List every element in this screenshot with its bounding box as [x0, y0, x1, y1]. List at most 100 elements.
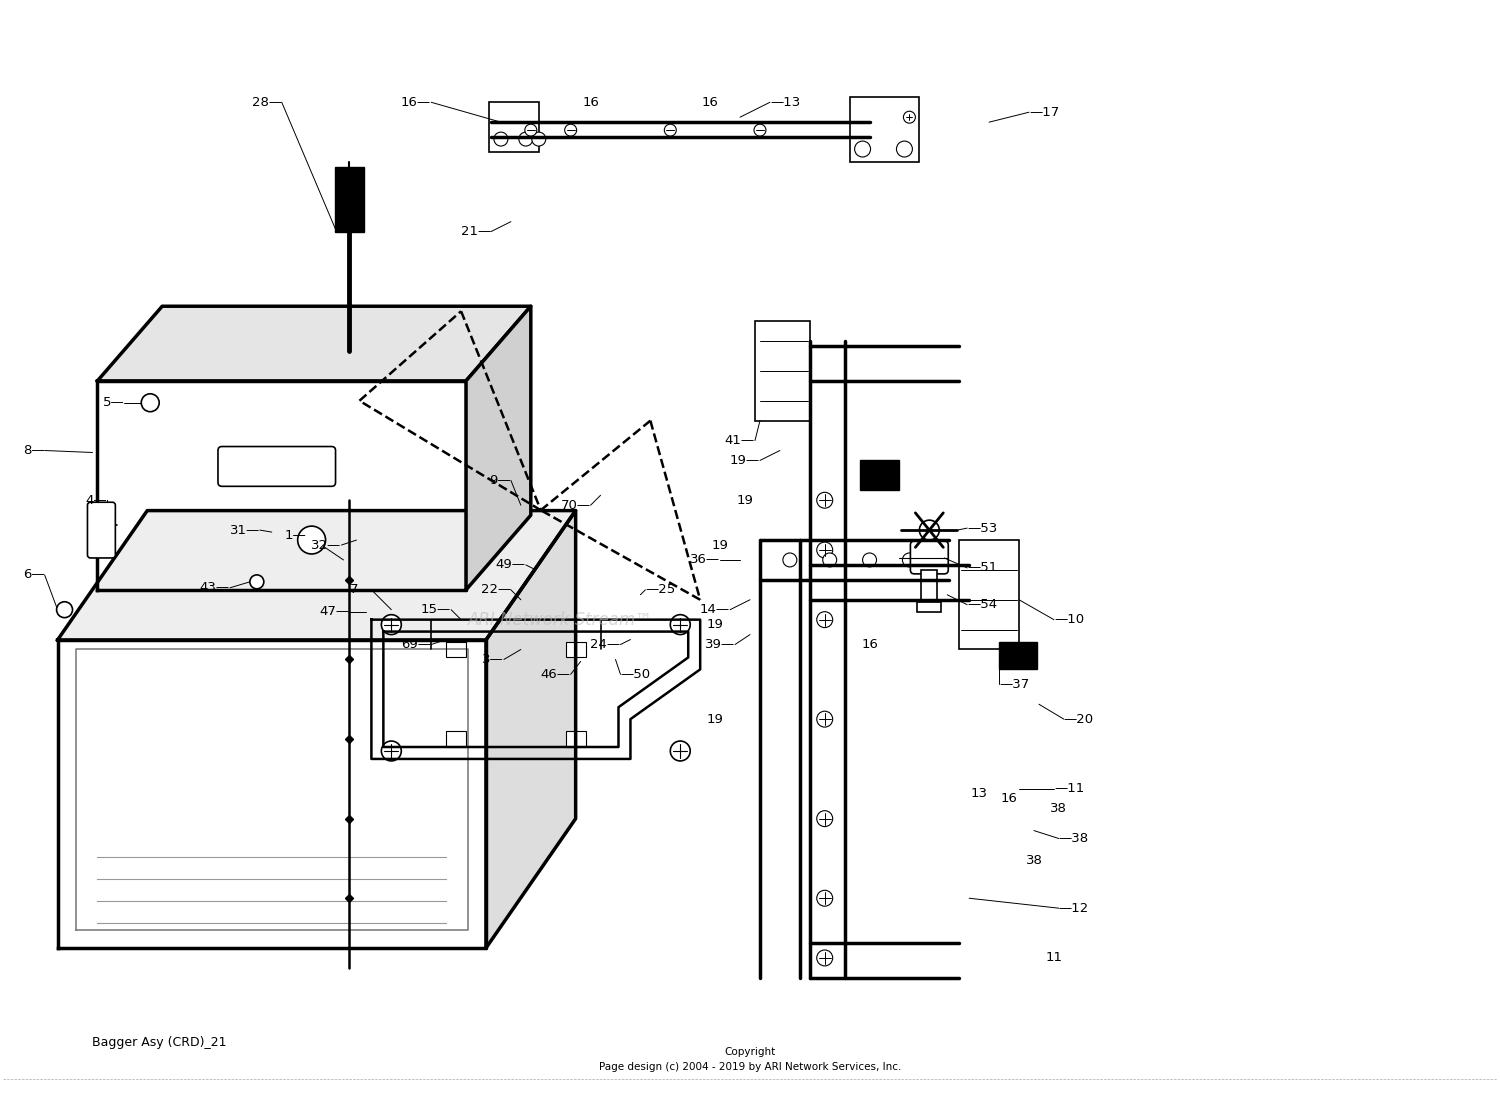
Circle shape	[903, 553, 916, 566]
Bar	[566, 641, 585, 658]
Text: 46—: 46—	[540, 668, 570, 681]
Circle shape	[818, 612, 833, 628]
Text: 11: 11	[1046, 952, 1062, 965]
Text: 15—: 15—	[422, 603, 452, 616]
Circle shape	[818, 890, 833, 906]
Text: 14—: 14—	[700, 603, 730, 616]
Text: 70—: 70—	[561, 498, 591, 512]
Bar	[921, 570, 938, 605]
Bar	[489, 102, 538, 152]
Text: 8—: 8—	[22, 444, 45, 456]
Text: 6—: 6—	[22, 569, 45, 582]
Circle shape	[818, 493, 833, 508]
Text: 22—: 22—	[480, 583, 512, 596]
Text: 9—: 9—	[489, 474, 512, 487]
Circle shape	[494, 132, 508, 146]
Text: 19: 19	[736, 494, 753, 507]
Text: —10: —10	[1054, 613, 1084, 626]
Text: 21—: 21—	[460, 226, 490, 238]
Circle shape	[897, 141, 912, 157]
Text: 41—: 41—	[724, 434, 754, 447]
Text: ARI Network Stream™: ARI Network Stream™	[468, 610, 652, 628]
Text: 19: 19	[706, 713, 723, 726]
Circle shape	[141, 394, 159, 411]
Bar	[999, 641, 1036, 670]
Bar	[446, 732, 466, 747]
Text: —54: —54	[968, 598, 998, 612]
Bar	[918, 602, 942, 612]
Text: 47—: 47—	[320, 605, 350, 618]
Circle shape	[783, 553, 796, 566]
Circle shape	[818, 950, 833, 966]
Text: 16: 16	[582, 96, 598, 109]
Text: 28—: 28—	[252, 96, 282, 109]
Text: 49—: 49—	[496, 559, 526, 571]
Bar	[849, 97, 920, 162]
Circle shape	[754, 124, 766, 136]
Polygon shape	[98, 306, 531, 381]
Text: 16: 16	[1000, 792, 1017, 805]
Circle shape	[532, 132, 546, 146]
Text: 39—: 39—	[705, 638, 735, 651]
Circle shape	[381, 741, 402, 761]
Circle shape	[519, 132, 532, 146]
Bar	[859, 461, 900, 491]
Text: 38: 38	[1050, 802, 1068, 815]
Circle shape	[297, 526, 326, 554]
Bar	[566, 732, 585, 747]
Circle shape	[903, 111, 915, 123]
Polygon shape	[486, 510, 576, 948]
Text: 16—: 16—	[400, 96, 430, 109]
Text: 16: 16	[861, 638, 877, 651]
Text: —12: —12	[1059, 902, 1089, 915]
Circle shape	[818, 712, 833, 727]
Text: 19—: 19—	[730, 454, 760, 467]
Text: —17: —17	[1029, 106, 1059, 119]
FancyBboxPatch shape	[217, 447, 336, 486]
FancyBboxPatch shape	[87, 503, 116, 558]
Text: 32—: 32—	[312, 539, 342, 551]
Text: —13: —13	[770, 96, 800, 109]
Circle shape	[670, 741, 690, 761]
Text: 31—: 31—	[230, 524, 260, 537]
Text: 69—: 69—	[400, 638, 430, 651]
Text: 16: 16	[702, 96, 718, 109]
Text: —37: —37	[999, 678, 1029, 691]
Circle shape	[818, 811, 833, 826]
Circle shape	[664, 124, 676, 136]
Circle shape	[822, 553, 837, 566]
Circle shape	[381, 615, 402, 635]
FancyBboxPatch shape	[910, 541, 948, 574]
Text: 3—: 3—	[482, 653, 504, 666]
Bar	[754, 321, 810, 420]
Text: 24—: 24—	[591, 638, 621, 651]
Text: 13: 13	[970, 788, 987, 801]
Text: 1—: 1—	[285, 529, 306, 541]
Bar	[334, 167, 364, 232]
Text: 36—: 36—	[690, 553, 720, 566]
Polygon shape	[57, 510, 576, 640]
Circle shape	[818, 542, 833, 558]
Circle shape	[862, 553, 876, 566]
Text: —50: —50	[621, 668, 651, 681]
Bar	[446, 641, 466, 658]
Text: 19: 19	[706, 618, 723, 631]
Circle shape	[57, 602, 72, 618]
Text: 38: 38	[1026, 854, 1042, 867]
Bar	[958, 540, 1018, 649]
Text: —51: —51	[968, 561, 998, 574]
Circle shape	[251, 575, 264, 589]
Circle shape	[525, 124, 537, 136]
Text: —53: —53	[968, 521, 998, 535]
Circle shape	[855, 141, 870, 157]
Text: 19: 19	[711, 539, 729, 551]
Text: 5—: 5—	[102, 396, 125, 409]
Text: 43—: 43—	[200, 581, 230, 594]
Circle shape	[920, 520, 939, 540]
Polygon shape	[466, 306, 531, 590]
Text: 7—: 7—	[350, 583, 372, 596]
Text: —20: —20	[1064, 713, 1094, 726]
Text: 4—: 4—	[86, 494, 108, 507]
Circle shape	[670, 615, 690, 635]
Text: Copyright
Page design (c) 2004 - 2019 by ARI Network Services, Inc.: Copyright Page design (c) 2004 - 2019 by…	[598, 1047, 902, 1071]
